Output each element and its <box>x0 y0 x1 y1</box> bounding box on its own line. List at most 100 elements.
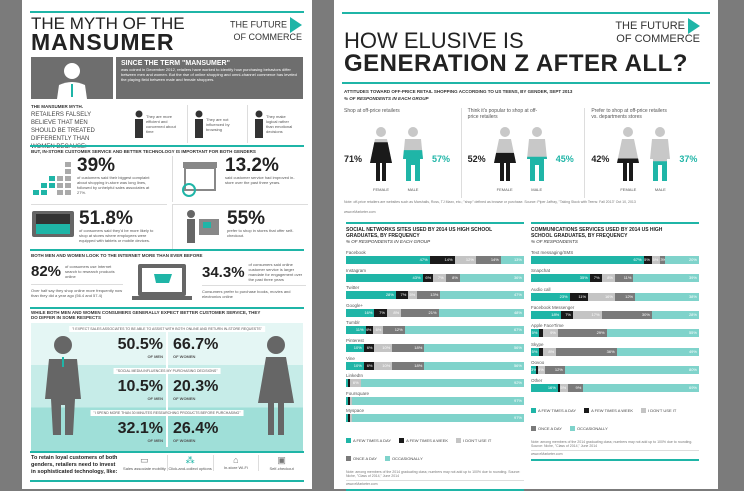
men-stat: 32.1% OF MEN <box>118 419 163 443</box>
men-value: 50.5% <box>117 336 163 353</box>
bar-segment-i-don-t-use-it: 12% <box>454 256 476 264</box>
bar-segment-a-few-times-a-week: 14% <box>429 256 455 264</box>
tech-label: Sales associate mobility <box>123 466 166 471</box>
bar-segment-i-don-t-use-it: 8% <box>601 274 615 283</box>
logo-arrow-icon <box>688 18 700 34</box>
stacked-bar: 5% 9% 29% 55% <box>531 329 699 338</box>
bar-segment-a-few-times-a-day: 16% <box>531 384 558 393</box>
stacked-bar: 35% 7% 8% 11% 39% <box>531 274 699 283</box>
men-stat: 10.5% OF MEN <box>118 377 163 401</box>
stat-39: 39% of customers said their biggest compl… <box>31 156 167 202</box>
businessman-icon <box>57 63 87 99</box>
tech-item: ▭ Sales associate mobility <box>122 455 168 471</box>
attitude-panel: Prefer to shop at off-price retailers vs… <box>585 108 708 198</box>
legend-label: OCCASIONALLY <box>576 426 608 432</box>
legend-swatch <box>456 438 462 443</box>
attitudes-subheading: % OF RESPONDENTS IN EACH GROUP <box>344 96 429 101</box>
bar-segment-i-don-t-use-it: 8% <box>542 347 557 356</box>
teal-rule <box>342 82 710 84</box>
man-portrait <box>31 57 113 99</box>
wifi-store-icon: ⌂ <box>233 455 239 465</box>
checkout-icon: ▣ <box>277 455 286 465</box>
tech-label: In-store Wi-Fi <box>223 465 248 470</box>
bar-segment-i-don-t-use-it: 16% <box>588 292 615 301</box>
bar-segment-once-a-day: 9% <box>568 384 584 393</box>
legend-item: A FEW TIMES A WEEK <box>584 408 633 414</box>
bar-segment-occasionally: 92% <box>360 379 524 388</box>
respect-quote: "SOCIAL MEDIA INFLUENCES MY PURCHASING D… <box>113 368 221 374</box>
bar-segment-occasionally: 69% <box>583 384 699 393</box>
legend-item: I DON'T USE IT <box>456 438 491 443</box>
respect-row: "I SPEND MORE THAN 30 MINUTES RESEARCHIN… <box>31 410 303 450</box>
bar-segment-a-few-times-a-week: 6% <box>363 361 375 370</box>
logo: THE FUTURE OF COMMERCE <box>230 17 302 42</box>
legend-item: I DON'T USE IT <box>641 408 676 414</box>
bar-segment-a-few-times-a-week <box>557 384 560 393</box>
bar-segment-once-a-day: 14% <box>475 256 501 264</box>
bar-segment-once-a-day: 12% <box>544 365 565 374</box>
bar-segment-once-a-day: 29% <box>557 329 607 338</box>
men-label: OF MEN <box>147 396 163 401</box>
stat-value: 34.3% <box>202 263 245 281</box>
bar-segment-once-a-day: 18% <box>392 361 425 370</box>
bar-segment-once-a-day: 30% <box>601 310 652 319</box>
social-networks-chart: SOCIAL NETWORKS SITES USED BY 2014 US HI… <box>346 222 524 491</box>
myth-items: They are more efficient and concerned ab… <box>132 105 307 143</box>
male-percent: 57% <box>432 154 451 164</box>
myth-item: They are more efficient and concerned ab… <box>132 105 188 143</box>
stat-subtext: Consumers prefer to purchase books, movi… <box>202 285 306 299</box>
male-percent: 45% <box>555 154 574 164</box>
category-label: Facebook <box>346 250 366 255</box>
legend-label: OCCASIONALLY <box>391 456 423 461</box>
legend-swatch <box>346 438 351 443</box>
bar-segment-i-don-t-use-it: 5% <box>408 291 418 300</box>
women-label: OF WOMEN <box>173 438 196 443</box>
tech-item: ▣ Self-checkout <box>259 455 304 471</box>
bar-segment-a-few-times-a-day: 5% <box>531 347 540 356</box>
bar-segment-a-few-times-a-week <box>348 396 350 405</box>
myth-item-text: They are more efficient and concerned ab… <box>146 114 176 134</box>
bar-segment-a-few-times-a-week <box>539 347 543 356</box>
bar-segment-i-don-t-use-it: 5% <box>651 256 661 264</box>
stat-value: 13.2% <box>225 155 279 176</box>
title-line1: THE MYTH OF THE <box>31 14 185 33</box>
stacked-bar: 5% 8% 36% 49% <box>531 347 699 356</box>
myth-item-text: They make logical rather than emotional … <box>266 114 293 134</box>
legend-swatch <box>399 438 405 443</box>
communications-chart: COMMUNICATIONS SERVICES USED BY 2014 US … <box>531 222 699 474</box>
bar-segment-a-few-times-a-week: 6% <box>422 273 434 282</box>
bar-segment-a-few-times-a-day <box>346 414 348 423</box>
category-label: Twitter <box>346 285 360 291</box>
legend-label: ONCE A DAY <box>538 426 562 432</box>
teal-rule <box>342 12 710 14</box>
category-label: Myspace <box>346 408 365 414</box>
bar-segment-a-few-times-a-day: 47% <box>346 256 430 264</box>
category-label: Skype <box>531 341 544 347</box>
legend-swatch <box>584 408 590 414</box>
legend-label: A FEW TIMES A DAY <box>538 408 577 414</box>
stacked-bar: 97% <box>346 396 524 405</box>
stacked-bar: 16% 5% 9% 69% <box>531 384 699 393</box>
attitude-panel: Shop at off-price retailers 71% FEMALE MALE… <box>344 108 462 198</box>
male-percent: 37% <box>679 154 698 164</box>
figures: 71% FEMALE MALE 57% <box>344 126 461 192</box>
title-line2: MANSUMER <box>31 29 175 55</box>
respect-quote: "I SPEND MORE THAN 30 MINUTES RESEARCHIN… <box>90 410 244 416</box>
bar-segment-a-few-times-a-day: 10% <box>346 361 364 370</box>
legend-swatch <box>531 408 536 414</box>
bar-segment-once-a-day: 21% <box>401 308 439 317</box>
category-label: LinkedIn <box>346 373 364 379</box>
female-figure-icon <box>617 127 640 181</box>
bar-segment-occasionally: 20% <box>665 256 699 264</box>
bar-segment-i-don-t-use-it: 5% <box>559 384 569 393</box>
male-label: MALE <box>531 187 543 192</box>
man-silhouette-icon <box>255 110 263 138</box>
stat-text: of consumers said online customer servic… <box>248 262 303 282</box>
category-label: Tumblr <box>346 320 360 326</box>
chart-subtitle: % OF RESPONDENTS <box>531 239 578 244</box>
figures: 42% FEMALE MALE 37% <box>591 126 708 192</box>
men-label: OF MEN <box>147 354 163 359</box>
category-label: Oovoo <box>531 359 545 365</box>
female-percent: 42% <box>591 154 610 164</box>
male-figure: MALE <box>647 126 673 192</box>
